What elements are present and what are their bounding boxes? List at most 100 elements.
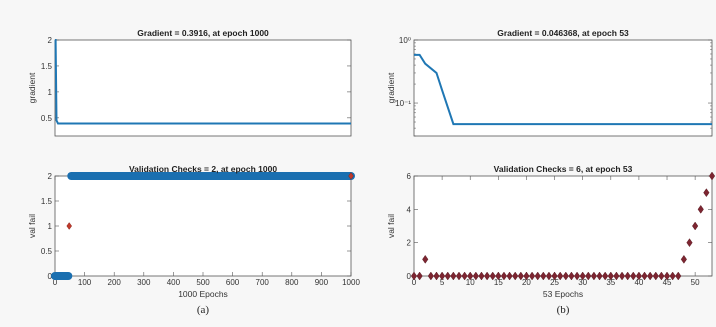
y-tick-label: 6 — [407, 172, 412, 181]
plot-area — [413, 39, 713, 137]
x-tick-label: 1000 — [342, 278, 360, 287]
data-point — [455, 271, 463, 281]
data-point — [652, 271, 659, 281]
data-point — [416, 271, 423, 281]
x-tick-label: 900 — [315, 278, 329, 287]
chart-title: Gradient = 0.046368, at epoch 53 — [497, 28, 629, 38]
y-axis-label: val fail — [386, 214, 396, 238]
y-tick-label: 0 — [407, 272, 412, 281]
data-point — [427, 271, 434, 281]
data-point — [618, 271, 626, 281]
data-point — [590, 271, 597, 281]
data-point — [602, 271, 609, 281]
data-point — [495, 271, 502, 281]
data-point — [641, 271, 648, 281]
caption-b: (b) — [557, 304, 570, 316]
data-point — [703, 188, 710, 198]
data-point — [422, 254, 429, 264]
y-axis-label: gradient — [386, 72, 396, 103]
data-point — [596, 271, 603, 281]
y-tick-label: 2 — [407, 239, 412, 248]
data-point — [517, 271, 524, 281]
data-point — [562, 271, 569, 281]
data-point — [500, 271, 508, 281]
data-point — [647, 271, 654, 281]
y-axis-label: gradient — [27, 72, 37, 103]
x-axis-label: 53 Epochs — [543, 289, 583, 299]
x-tick-label: 25 — [550, 278, 559, 287]
y-tick-label: 0.5 — [41, 114, 53, 123]
data-point — [675, 271, 682, 281]
data-point — [579, 271, 586, 281]
y-tick-label: 0.5 — [41, 247, 53, 256]
chart-title: Gradient = 0.3916, at epoch 1000 — [137, 28, 269, 38]
data-point — [669, 271, 676, 281]
data-point — [551, 271, 558, 281]
data-point — [472, 271, 479, 281]
data-point — [450, 271, 457, 281]
chart-a-gradient: 0.5 1 1.5 2 gradient Gradient = 0.3916, at ep… — [27, 28, 352, 137]
plot-area — [54, 39, 352, 137]
x-tick-label: 35 — [606, 278, 615, 287]
data-point — [708, 171, 716, 181]
x-tick-label: 800 — [285, 278, 299, 287]
x-tick-label: 50 — [691, 278, 700, 287]
data-point — [658, 271, 665, 281]
x-tick-label: 5 — [440, 278, 445, 287]
data-point — [635, 271, 642, 281]
data-point — [66, 222, 72, 230]
data-point — [410, 271, 418, 281]
data-point — [348, 172, 354, 180]
chart-b-validation: 0 2 4 6 0 5 10 15 20 25 30 35 40 45 50 val fail 53 Epoch… — [386, 164, 716, 299]
y-tick-label: 1.5 — [41, 62, 53, 71]
series-line — [54, 39, 351, 125]
x-tick-label: 30 — [578, 278, 587, 287]
chart-title: Validation Checks = 2, at epoch 1000 — [129, 164, 277, 174]
data-point — [585, 271, 592, 281]
y-tick-label: 2 — [48, 172, 53, 181]
y-tick-label: 10⁰ — [399, 36, 411, 45]
data-point — [607, 271, 614, 281]
data-point — [484, 271, 491, 281]
caption-a: (a) — [197, 304, 210, 316]
x-tick-label: 500 — [196, 278, 210, 287]
data-point — [613, 271, 620, 281]
y-tick-label: 1.5 — [41, 197, 53, 206]
x-tick-label: 20 — [522, 278, 531, 287]
data-point — [574, 271, 581, 281]
x-tick-label: 15 — [494, 278, 503, 287]
data-point — [568, 271, 575, 281]
x-tick-label: 10 — [466, 278, 475, 287]
x-tick-label: 0 — [53, 278, 58, 287]
y-tick-label: 10⁻¹ — [395, 99, 411, 108]
data-point — [545, 271, 552, 281]
y-tick-label: 1 — [48, 222, 53, 231]
data-point — [489, 271, 496, 281]
data-point — [444, 271, 451, 281]
data-point — [439, 271, 446, 281]
y-tick-label: 0 — [48, 272, 53, 281]
y-axis-label: val fail — [27, 214, 37, 238]
data-point — [529, 271, 536, 281]
data-point — [663, 271, 671, 281]
chart-b-gradient: 10⁻¹ 10⁰ gradient Gradient = 0.046368, at e… — [386, 28, 713, 137]
plot-area — [413, 175, 713, 277]
data-point — [534, 271, 541, 281]
data-point — [630, 271, 637, 281]
data-point — [523, 271, 530, 281]
x-tick-label: 200 — [108, 278, 122, 287]
data-point — [624, 271, 631, 281]
plot-area — [54, 175, 352, 277]
y-tick-label: 2 — [48, 36, 53, 45]
data-point — [686, 238, 693, 248]
x-tick-label: 40 — [634, 278, 643, 287]
chart-a-validation: 0 0.5 1 1.5 2 0 100 200 300 400 500 600 700 800 900 100… — [27, 164, 360, 299]
x-tick-label: 100 — [78, 278, 92, 287]
x-tick-label: 600 — [226, 278, 240, 287]
series-line — [414, 53, 712, 126]
chart-title: Validation Checks = 6, at epoch 53 — [494, 164, 633, 174]
data-point — [506, 271, 513, 281]
y-tick-label: 4 — [407, 205, 412, 214]
